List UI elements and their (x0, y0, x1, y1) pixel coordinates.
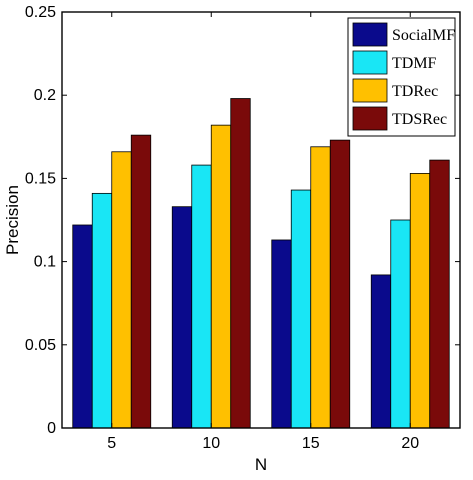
bar-tdsrec-10 (230, 98, 251, 429)
bars-group (72, 98, 450, 429)
x-axis: 5 10 15 20 (107, 12, 419, 452)
bar-tdsrec-15 (329, 139, 351, 429)
legend-label-tdsrec: TDSRec (392, 111, 447, 128)
x-tick-label: 15 (302, 435, 320, 452)
bar-tdrec-5 (111, 151, 132, 429)
x-axis-label: N (255, 455, 267, 474)
legend-swatch-tdmf (352, 50, 388, 75)
legend-label-socialmf: SocialMF (392, 27, 455, 44)
bar-tdrec-20 (409, 173, 431, 429)
legend: SocialMF TDMF TDRec TDSRec (347, 17, 456, 137)
bar-socialmf-10 (171, 206, 193, 429)
y-tick-label: 0.25 (25, 4, 56, 21)
plot-frame (61, 11, 461, 429)
bar-tdmf-5 (91, 192, 113, 429)
y-axis-label: Precision (3, 185, 22, 255)
legend-swatch-tdrec (352, 78, 388, 103)
y-tick-label: 0.05 (25, 337, 56, 354)
bar-tdsrec-5 (130, 134, 152, 429)
bar-socialmf-20 (370, 274, 392, 429)
bar-tdsrec-20 (429, 159, 450, 429)
x-tick-label: 5 (107, 435, 116, 452)
y-tick-label: 0.2 (34, 87, 56, 104)
bar-tdrec-10 (210, 124, 232, 429)
legend-label-tdrec: TDRec (392, 83, 438, 100)
bar-socialmf-5 (72, 224, 93, 429)
legend-swatch-socialmf (352, 22, 388, 47)
bar-tdmf-15 (290, 189, 312, 429)
y-tick-label: 0.15 (25, 170, 56, 187)
y-tick-label: 0 (47, 420, 56, 437)
bar-socialmf-15 (271, 239, 292, 429)
y-axis: 0 0.05 0.1 0.15 0.2 0.25 (25, 4, 460, 437)
legend-label-tdmf: TDMF (392, 55, 437, 72)
y-tick-label: 0.1 (34, 254, 56, 271)
legend-swatch-tdsrec (352, 106, 388, 131)
bar-tdmf-10 (191, 164, 212, 429)
x-tick-label: 20 (401, 435, 419, 452)
x-tick-label: 10 (202, 435, 220, 452)
bar-tdrec-15 (310, 146, 331, 429)
bar-tdmf-20 (390, 219, 411, 429)
